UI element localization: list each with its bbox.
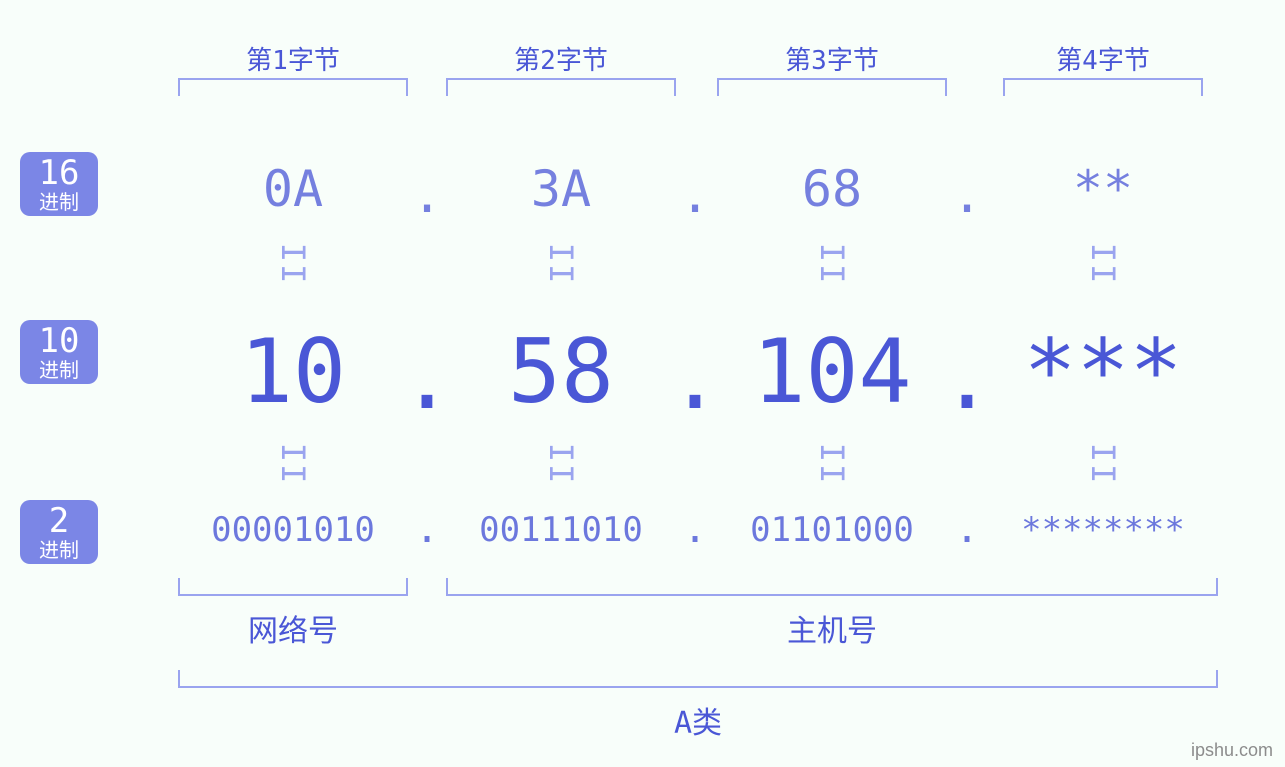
bin-byte-1: 00001010 — [211, 510, 375, 550]
dec-byte-3: 104 — [753, 320, 912, 423]
byte-header-1: 第1字节 — [246, 40, 340, 77]
hex-separator-3: . — [952, 166, 982, 224]
network-label: 网络号 — [248, 606, 338, 650]
hex-byte-4: ** — [1073, 160, 1133, 218]
hex-separator-2: . — [680, 166, 710, 224]
dec-byte-2: 58 — [508, 320, 614, 423]
dec-separator-2: . — [669, 326, 722, 429]
equals-dec-bin-3: II — [813, 443, 851, 486]
network-bracket — [178, 578, 408, 596]
radix-badge-bin-suffix: 进制 — [39, 540, 79, 560]
bin-separator-1: . — [415, 506, 439, 552]
byte-header-4: 第4字节 — [1056, 40, 1150, 77]
equals-dec-bin-4: II — [1084, 443, 1122, 486]
host-label: 主机号 — [787, 606, 877, 650]
byte-header-2: 第2字节 — [514, 40, 608, 77]
radix-badge-bin-num: 2 — [49, 504, 69, 538]
radix-badge-dec-num: 10 — [39, 324, 80, 358]
equals-dec-bin-2: II — [542, 443, 580, 486]
equals-hex-dec-4: II — [1084, 243, 1122, 286]
hex-separator-1: . — [412, 166, 442, 224]
dec-byte-1: 10 — [240, 320, 346, 423]
radix-badge-hex: 16进制 — [20, 152, 98, 216]
equals-hex-dec-3: II — [813, 243, 851, 286]
bin-byte-4: ******** — [1021, 510, 1185, 550]
byte-header-3: 第3字节 — [785, 40, 879, 77]
hex-byte-3: 68 — [802, 160, 862, 218]
dec-separator-3: . — [941, 326, 994, 429]
radix-badge-hex-suffix: 进制 — [39, 192, 79, 212]
dec-byte-4: *** — [1024, 320, 1183, 423]
bin-byte-3: 01101000 — [750, 510, 914, 550]
byte-bracket-top-2 — [446, 78, 676, 96]
class-bracket — [178, 670, 1218, 688]
byte-bracket-top-4 — [1003, 78, 1203, 96]
radix-badge-dec-suffix: 进制 — [39, 360, 79, 380]
hex-byte-1: 0A — [263, 160, 323, 218]
radix-badge-hex-num: 16 — [39, 156, 80, 190]
watermark: ipshu.com — [1191, 740, 1273, 761]
equals-dec-bin-1: II — [274, 443, 312, 486]
radix-badge-dec: 10进制 — [20, 320, 98, 384]
host-bracket — [446, 578, 1218, 596]
hex-byte-2: 3A — [531, 160, 591, 218]
bin-separator-2: . — [683, 506, 707, 552]
bin-separator-3: . — [955, 506, 979, 552]
bin-byte-2: 00111010 — [479, 510, 643, 550]
equals-hex-dec-2: II — [542, 243, 580, 286]
radix-badge-bin: 2进制 — [20, 500, 98, 564]
byte-bracket-top-1 — [178, 78, 408, 96]
dec-separator-1: . — [401, 326, 454, 429]
equals-hex-dec-1: II — [274, 243, 312, 286]
byte-bracket-top-3 — [717, 78, 947, 96]
class-label: A类 — [674, 698, 722, 742]
